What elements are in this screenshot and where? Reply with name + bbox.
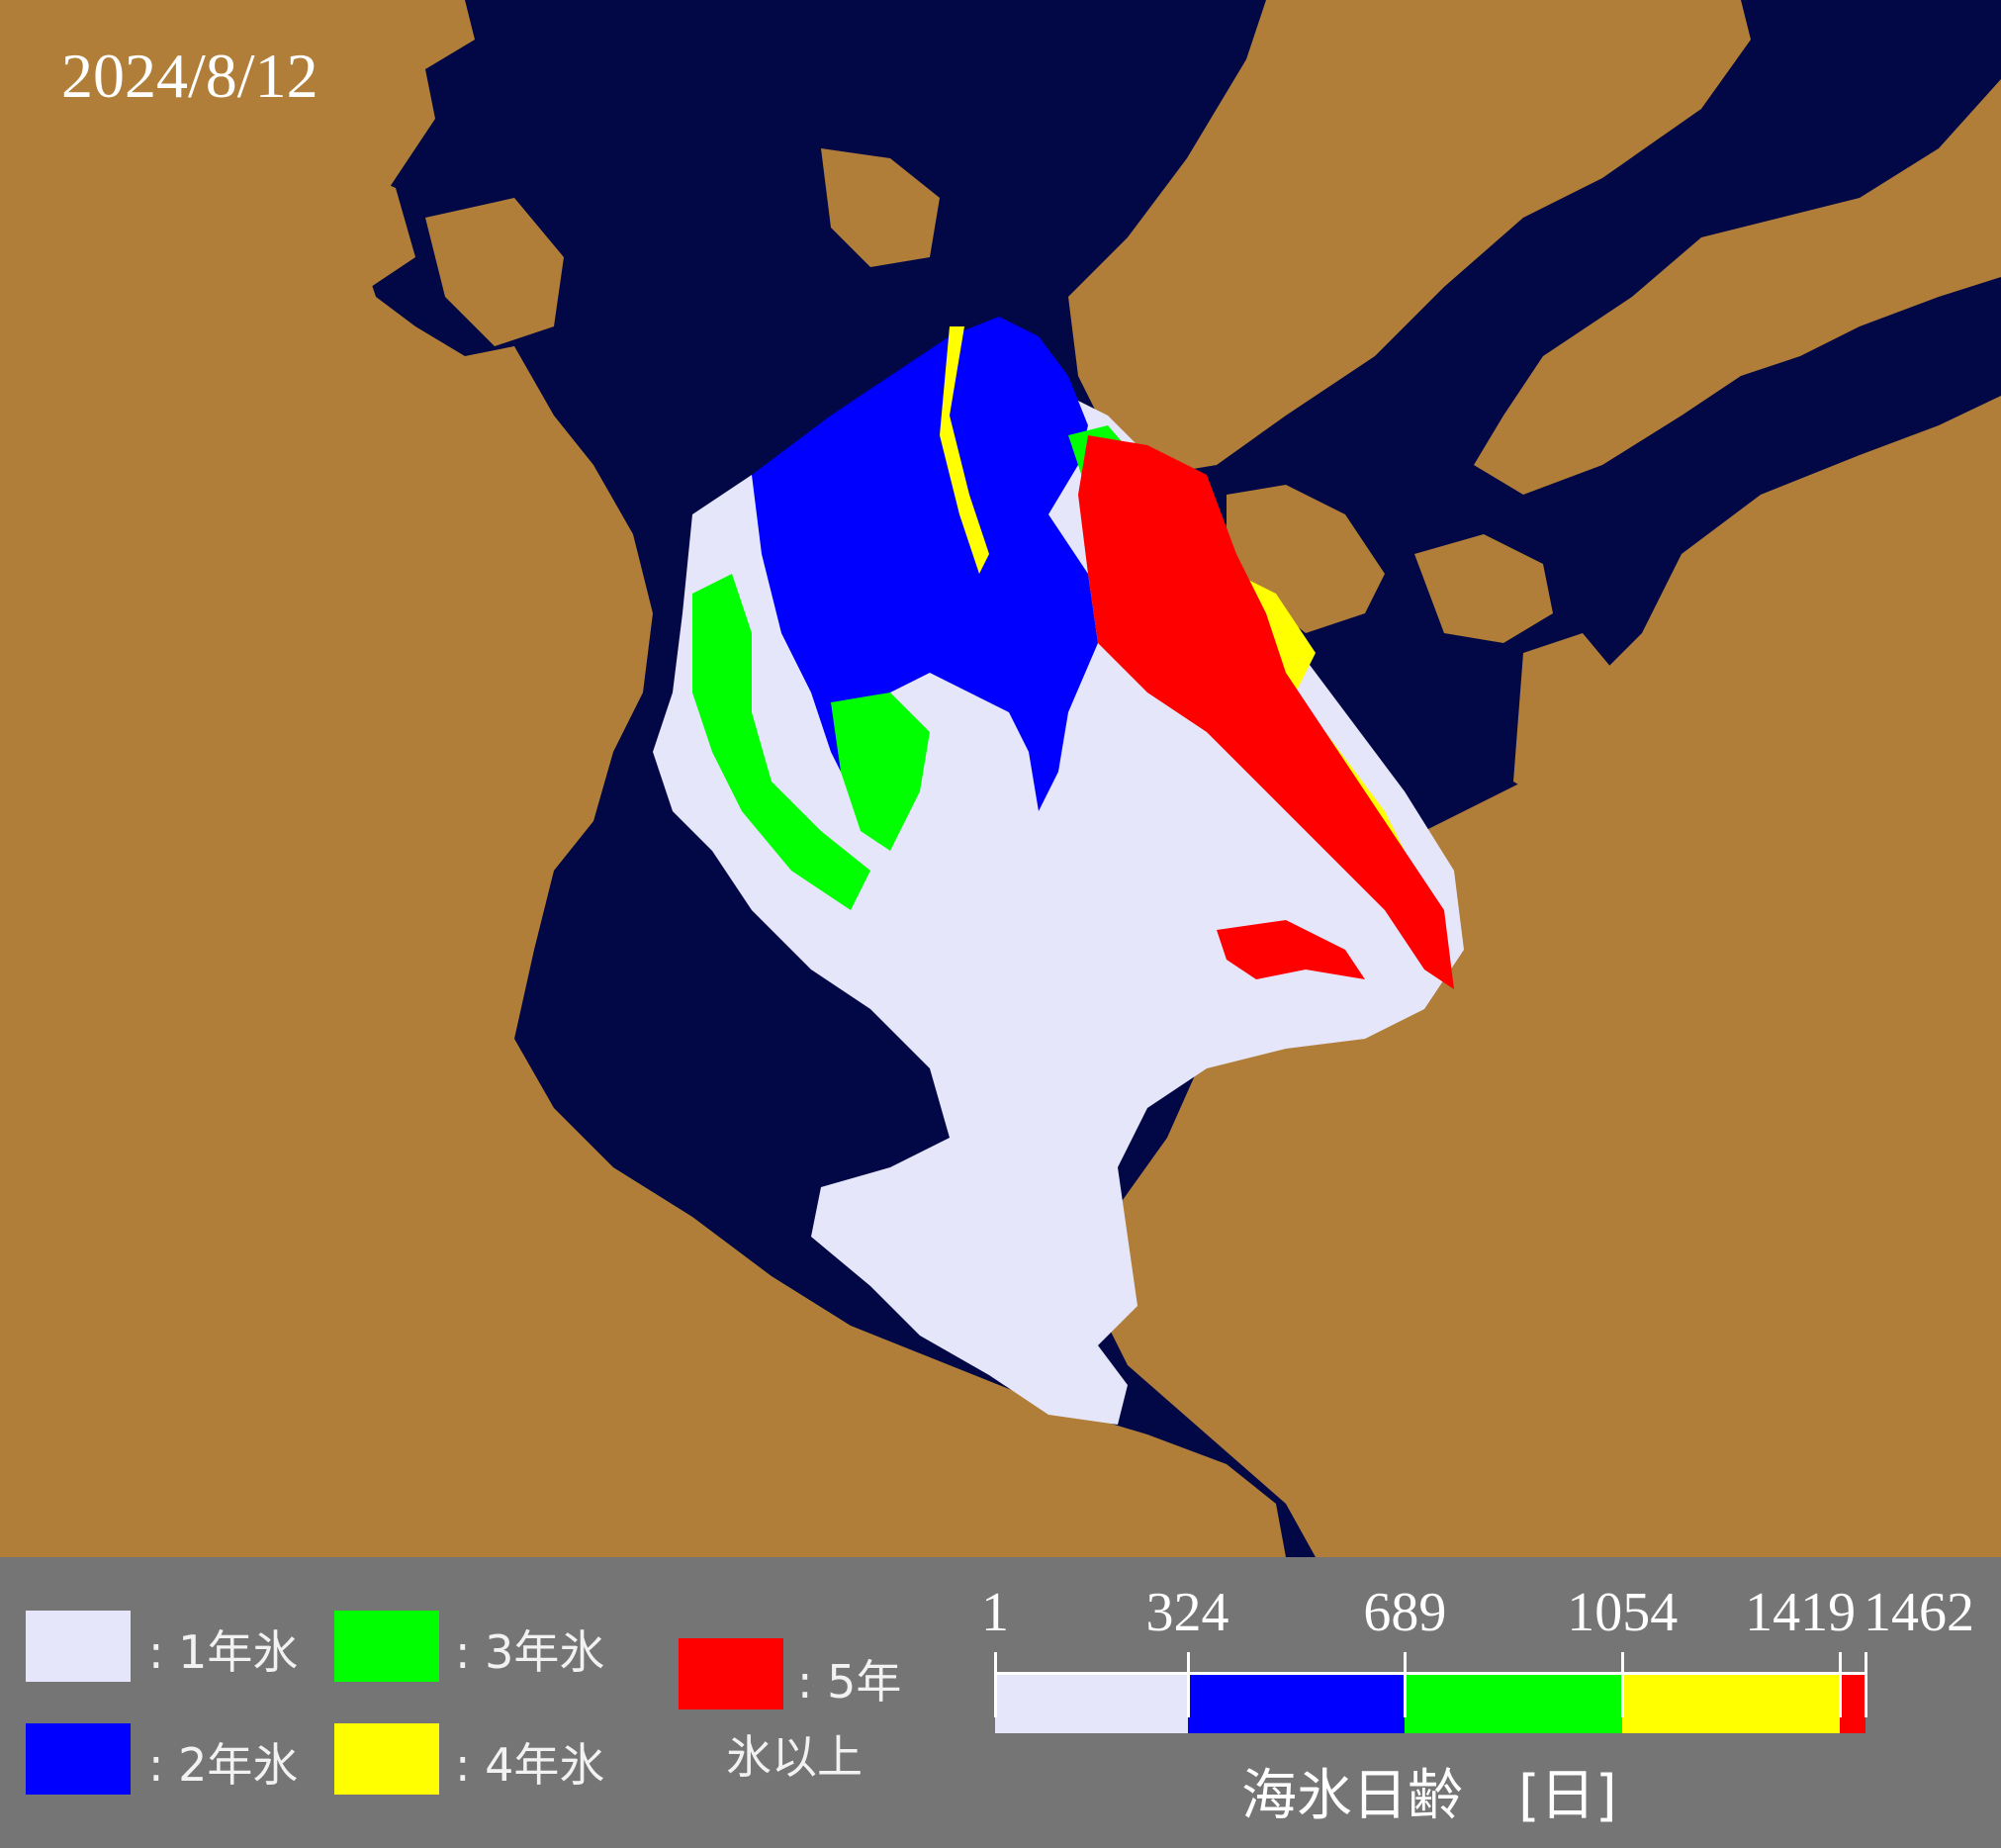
scale-tick xyxy=(1621,1652,1625,1717)
label-second-year: : 2年氷 xyxy=(148,1738,299,1792)
land-victoria-island xyxy=(198,148,415,297)
ice-second-year xyxy=(752,317,1098,811)
label-five-plus-line1: : 5年 xyxy=(797,1655,902,1709)
scale-segment xyxy=(1405,1672,1623,1733)
label-fourth-year: : 4年氷 xyxy=(455,1738,605,1792)
scale-tick xyxy=(1186,1652,1190,1717)
land-alaska xyxy=(0,1167,989,1557)
scale-segment xyxy=(1840,1672,1865,1733)
scale-tick-label: 1 xyxy=(981,1582,1009,1643)
land-franz-josef xyxy=(1414,534,1553,643)
scale-tick xyxy=(994,1652,997,1717)
label-five-plus-line2: 氷以上 xyxy=(726,1730,863,1784)
land-north-america xyxy=(0,0,1286,1557)
swatch-second-year xyxy=(26,1723,131,1795)
scale-tick-label: 689 xyxy=(1363,1582,1447,1643)
land-ellesmere xyxy=(821,148,940,267)
ice-five-plus-year-2 xyxy=(1217,920,1365,979)
scale-tick-label: 1054 xyxy=(1567,1582,1679,1643)
scale-tick xyxy=(1404,1652,1408,1717)
ice-third-year xyxy=(692,574,870,910)
scale-segment xyxy=(995,1672,1188,1733)
ice-fourth-year xyxy=(940,326,989,574)
sea-ice xyxy=(653,317,1464,1425)
land-banks-island xyxy=(425,198,564,346)
date-label: 2024/8/12 xyxy=(61,41,318,111)
scale-title: 海氷日齢 [日] xyxy=(1241,1764,1617,1828)
land-greenland xyxy=(1068,0,1751,475)
scale-tick-label: 324 xyxy=(1145,1582,1229,1643)
label-third-year: : 3年氷 xyxy=(455,1625,605,1679)
swatch-first-year xyxy=(26,1611,131,1682)
swatch-five-plus-year xyxy=(679,1638,783,1709)
swatch-fourth-year xyxy=(334,1723,439,1795)
ice-five-plus-year xyxy=(1078,435,1454,989)
scale-tick-label: 1462 xyxy=(1864,1582,1974,1643)
land xyxy=(0,0,2001,1557)
land-scandinavia xyxy=(1474,79,2001,495)
scale-segment xyxy=(1187,1672,1406,1733)
scale-tick xyxy=(1839,1652,1843,1717)
swatch-third-year xyxy=(334,1611,439,1682)
ice-third-year-2 xyxy=(831,693,930,851)
scale-tick-label: 1419 xyxy=(1745,1582,1857,1643)
sea-ice-age-map xyxy=(0,0,2001,1557)
label-first-year: : 1年氷 xyxy=(148,1625,299,1679)
scale-baseline xyxy=(995,1672,1865,1675)
scale-tick xyxy=(1865,1652,1867,1717)
land-siberia xyxy=(1088,396,2001,1557)
scale-segment xyxy=(1622,1672,1841,1733)
